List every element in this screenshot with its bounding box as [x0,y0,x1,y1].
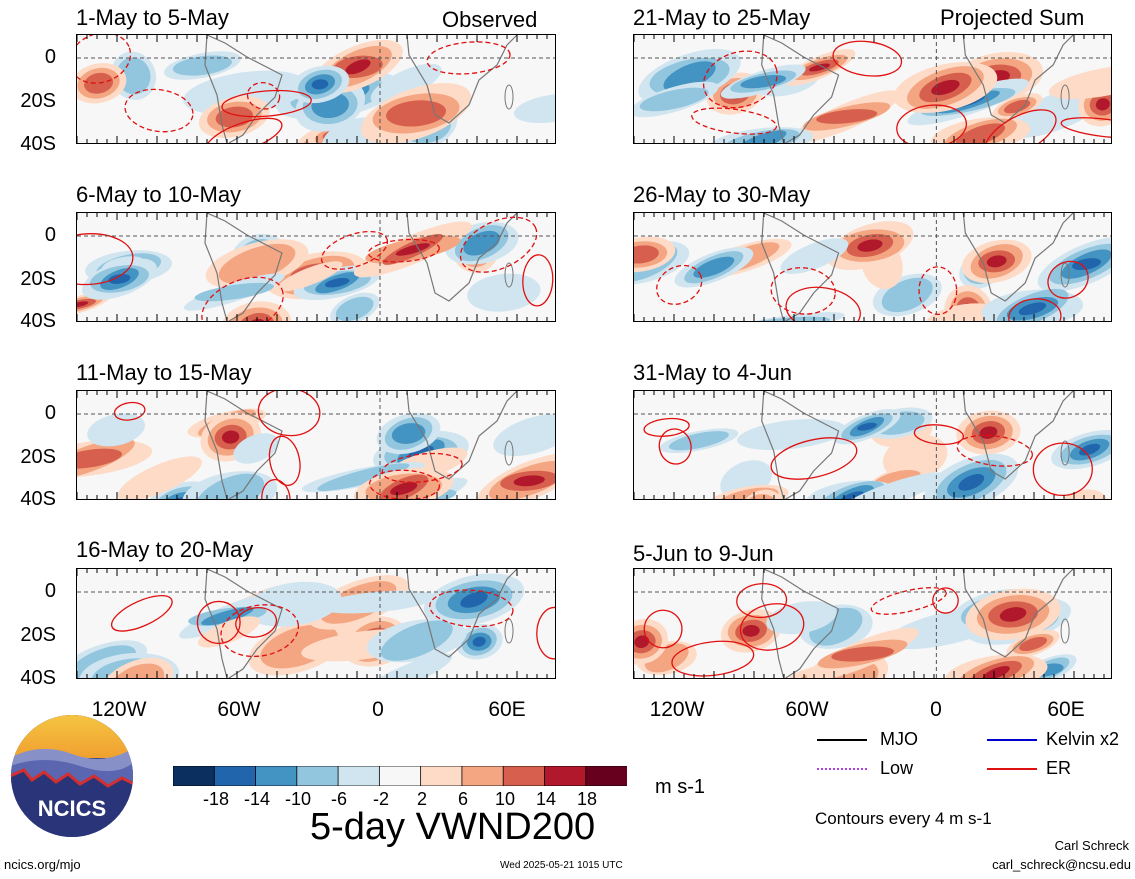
panel-title-obs-2: 6-May to 10-May [76,182,242,207]
panel-title-obs-3: 11-May to 15-May [76,360,252,385]
y-tick-40s: 40S [20,488,56,510]
colorbar [172,765,628,791]
map-panel-proj-1 [633,34,1112,144]
map-panel-proj-3 [633,390,1112,500]
colorbar-cell [502,765,546,787]
projected-label: Projected Sum [940,5,1085,30]
panel-title-obs-1: 1-May to 5-May [76,5,229,30]
panel-title-proj-4: 5-Jun to 9-Jun [633,541,774,566]
x-tick-60e: 60E [488,698,526,721]
y-tick-40s: 40S [20,667,56,689]
y-tick-40s: 40S [20,310,56,332]
contour-note: Contours every 4 m s-1 [815,809,992,828]
x-tick-60w: 60W [785,698,829,721]
y-tick-20s: 20S [20,624,56,646]
colorbar-label: -14 [243,789,270,809]
legend-swatch-mjo [817,739,867,741]
y-tick-20s: 20S [20,446,56,468]
y-tick-0: 0 [44,224,56,246]
map-panel-proj-2 [633,212,1112,322]
colorbar-label: 14 [535,789,557,809]
panel-title-obs-4: 16-May to 20-May [76,537,254,562]
colorbar-cell [420,765,463,787]
colorbar-cell [585,765,628,787]
x-tick-60w: 60W [217,698,261,721]
footer-email: carl_schreck@ncsu.edu [992,857,1131,872]
colorbar-cell [544,765,587,787]
colorbar-cell [378,765,422,787]
colorbar-label: -2 [372,789,389,809]
map-panel-proj-4 [633,568,1112,679]
map-panel-obs-2 [76,212,556,322]
main-title: 5-day VWND200 [310,806,596,848]
y-tick-40s: 40S [20,133,56,155]
y-tick-20s: 20S [20,268,56,290]
colorbar-label: -18 [202,789,229,809]
colorbar-label: -10 [284,789,311,809]
ncics-logo: NCICS [10,714,134,838]
colorbar-label: 18 [576,789,598,809]
x-tick-120w: 120W [91,698,147,721]
panel-title-proj-2: 26-May to 30-May [633,182,811,207]
x-tick-60e: 60E [1047,698,1085,721]
map-panel-obs-4 [76,568,556,679]
map-panel-obs-3 [76,390,556,500]
y-tick-0: 0 [44,46,56,68]
map-panel-obs-1 [76,34,556,144]
legend-label-low: Low [880,758,914,778]
footer-timestamp: Wed 2025-05-21 1015 UTC [500,860,623,871]
colorbar-units: m s-1 [655,776,705,798]
y-tick-0: 0 [44,580,56,602]
footer-url: ncics.org/mjo [4,857,81,872]
footer-author: Carl Schreck [1054,838,1129,853]
legend-swatch-er [987,768,1037,770]
colorbar-cell [461,765,505,787]
colorbar-cell [172,765,216,787]
observed-label: Observed [442,7,538,32]
panel-title-proj-1: 21-May to 25-May [633,5,811,30]
colorbar-label: 6 [457,789,468,809]
legend-swatch-low [817,768,867,770]
colorbar-cell [255,765,298,787]
legend-swatch-kelvin [987,739,1037,741]
colorbar-label: 10 [494,789,516,809]
colorbar-cell [337,765,381,787]
colorbar-label: 2 [416,789,427,809]
legend-label-kelvin: Kelvin x2 [1046,729,1120,749]
legend-label-er: ER [1046,758,1072,778]
x-tick-0: 0 [372,698,384,721]
x-tick-120w: 120W [649,698,705,721]
colorbar-label: -6 [330,789,347,809]
colorbar-cell [296,765,339,787]
y-tick-20s: 20S [20,90,56,112]
x-tick-0: 0 [930,698,942,721]
legend-label-mjo: MJO [880,729,918,749]
colorbar-cell [213,765,257,787]
panel-title-proj-3: 31-May to 4-Jun [633,360,792,385]
y-tick-0: 0 [44,402,56,424]
logo-text: NCICS [38,796,106,821]
